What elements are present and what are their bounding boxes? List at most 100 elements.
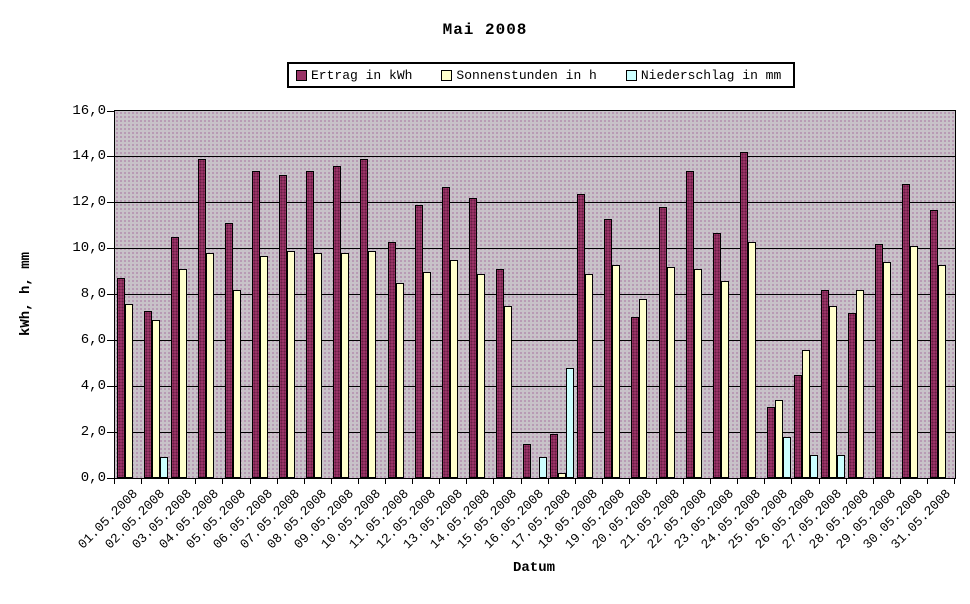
sonnenstunden-bar-06.05.2008 [260, 255, 268, 478]
ertrag-bar-17.05.2008 [550, 434, 559, 478]
y-tick-label: 16,0 [72, 102, 106, 119]
sonnenstunden-bar-11.05.2008 [395, 283, 404, 478]
x-tick [601, 478, 603, 484]
sonnenstunden-bar-15.05.2008 [503, 306, 512, 478]
sonnenstunden-bar-21.05.2008 [666, 267, 675, 478]
y-tick-label: 10,0 [72, 240, 106, 257]
legend-item-ertrag: Ertrag in kWh [296, 68, 412, 83]
sonnenstunden-bar-30.05.2008 [910, 246, 919, 478]
y-tick-label: 8,0 [80, 286, 106, 302]
x-tick [303, 478, 305, 484]
y-tick [107, 294, 114, 295]
sonnenstunden-bar-29.05.2008 [883, 262, 892, 478]
x-tick [737, 478, 739, 484]
ertrag-bar-29.05.2008 [875, 244, 884, 478]
x-tick [520, 478, 522, 484]
legend-item-niederschlag: Niederschlag in mm [625, 67, 782, 83]
x-tick [628, 478, 630, 484]
sonnenstunden-bar-18.05.2008 [585, 273, 594, 478]
x-tick [114, 478, 115, 484]
niederschlag-bar-26.05.2008 [810, 455, 818, 478]
ertrag-bar-02.05.2008 [143, 310, 152, 478]
y-gridline [115, 248, 955, 250]
ertrag-bar-31.05.2008 [929, 209, 938, 478]
legend-label-niederschlag: Niederschlag in mm [640, 67, 782, 83]
y-tick-label: 0,0 [80, 469, 106, 486]
x-tick [818, 478, 820, 484]
niederschlag-bar-02.05.2008 [159, 457, 168, 478]
sonnenstunden-bar-31.05.2008 [937, 264, 946, 478]
x-tick [330, 478, 332, 484]
niederschlag-bar-17.05.2008 [566, 367, 575, 478]
ertrag-bar-18.05.2008 [577, 193, 586, 478]
plot-area [114, 110, 956, 479]
x-tick [845, 478, 847, 484]
x-tick [466, 478, 468, 484]
ertrag-bar-05.05.2008 [224, 223, 233, 478]
x-tick [954, 478, 955, 484]
x-tick [493, 478, 495, 484]
sonnenstunden-bar-27.05.2008 [829, 306, 838, 478]
ertrag-bar-16.05.2008 [523, 443, 531, 478]
sonnenstunden-bar-12.05.2008 [422, 271, 431, 478]
sonnenstunden-bar-01.05.2008 [124, 303, 133, 478]
y-gridline [115, 431, 955, 433]
ertrag-bar-08.05.2008 [306, 170, 315, 478]
x-tick [872, 478, 874, 484]
sonnenstunden-bar-24.05.2008 [747, 241, 756, 478]
x-tick [385, 478, 386, 484]
niederschlag-series-marker-icon [625, 69, 637, 81]
y-gridline [115, 385, 955, 387]
sonnenstunden-bar-10.05.2008 [368, 250, 377, 478]
y-tick-label: 2,0 [80, 423, 106, 440]
ertrag-bar-06.05.2008 [252, 170, 260, 478]
y-tick [107, 431, 114, 433]
y-tick [107, 248, 114, 250]
sonnenstunden-bar-19.05.2008 [612, 264, 621, 478]
x-axis-title: Datum [512, 560, 556, 576]
sonnenstunden-bar-25.05.2008 [774, 400, 783, 478]
sonnenstunden-series-marker-icon [441, 69, 453, 81]
x-tick [412, 478, 414, 484]
x-tick [764, 478, 766, 484]
niederschlag-bar-25.05.2008 [782, 436, 791, 478]
sonnenstunden-bar-03.05.2008 [178, 269, 187, 478]
y-tick [107, 110, 114, 112]
legend-item-sonnenstunden: Sonnenstunden in h [441, 68, 597, 83]
sonnenstunden-bar-07.05.2008 [287, 250, 296, 478]
ertrag-bar-13.05.2008 [441, 186, 450, 478]
ertrag-bar-07.05.2008 [279, 175, 288, 478]
x-tick [655, 478, 657, 484]
sonnenstunden-bar-20.05.2008 [639, 299, 648, 478]
sonnenstunden-bar-28.05.2008 [856, 289, 865, 478]
x-tick [710, 478, 712, 484]
sonnenstunden-bar-04.05.2008 [205, 253, 214, 478]
ertrag-bar-27.05.2008 [821, 289, 830, 478]
sonnenstunden-bar-26.05.2008 [802, 349, 810, 478]
x-tick [249, 478, 251, 484]
ertrag-bar-30.05.2008 [902, 184, 911, 478]
ertrag-series-marker-icon [296, 69, 307, 81]
x-tick [195, 478, 197, 484]
x-tick [899, 478, 901, 484]
y-tick-label: 4,0 [80, 377, 106, 394]
y-tick [107, 339, 114, 341]
legend-label-ertrag: Ertrag in kWh [311, 67, 413, 83]
niederschlag-bar-16.05.2008 [539, 457, 547, 478]
ertrag-bar-28.05.2008 [848, 312, 857, 478]
ertrag-bar-25.05.2008 [766, 406, 775, 478]
y-tick [107, 156, 114, 158]
ertrag-bar-01.05.2008 [116, 278, 125, 478]
sonnenstunden-bar-14.05.2008 [476, 273, 485, 478]
ertrag-bar-11.05.2008 [387, 241, 396, 478]
x-tick [357, 478, 359, 484]
y-tick-label: 14,0 [72, 148, 106, 165]
sonnenstunden-bar-02.05.2008 [151, 319, 160, 478]
ertrag-bar-12.05.2008 [414, 205, 423, 478]
y-tick-label: 6,0 [80, 331, 106, 348]
sonnenstunden-bar-08.05.2008 [314, 253, 323, 478]
sonnenstunden-bar-22.05.2008 [693, 269, 702, 478]
x-tick [276, 478, 278, 484]
legend: Ertrag in kWh Sonnenstunden in h Nieders… [287, 62, 796, 88]
